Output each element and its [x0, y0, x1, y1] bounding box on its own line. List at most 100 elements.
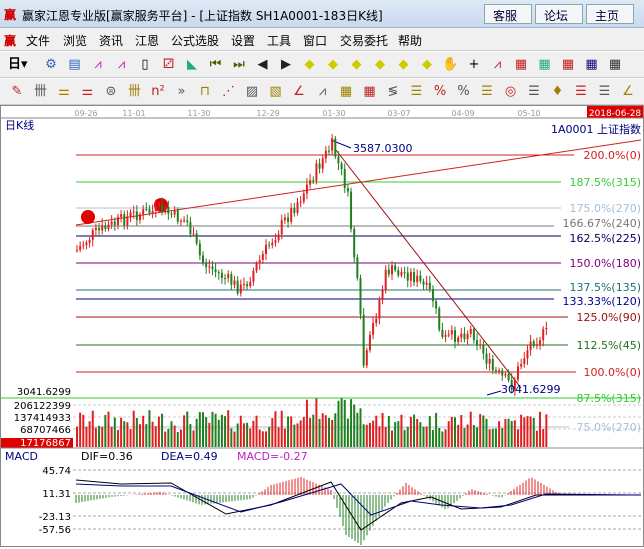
draw-tool-icon[interactable]: 卌 — [127, 84, 141, 99]
candle-body — [176, 209, 179, 222]
gann-icon[interactable]: ⚂ — [162, 57, 175, 72]
menu-formula[interactable]: 公式选股 — [171, 34, 220, 48]
symbol-label: 1A0001 上证指数 — [551, 122, 641, 136]
grid-icon[interactable]: ▦ — [538, 57, 551, 72]
candle-icon[interactable]: ▯ — [141, 57, 149, 72]
draw-tool-icon[interactable]: ≶ — [387, 84, 399, 99]
volume-bar — [513, 420, 516, 447]
candle-body — [76, 249, 78, 251]
volume-bar — [242, 423, 245, 447]
volume-bar — [170, 421, 173, 447]
hand-icon[interactable]: ✋ — [442, 57, 459, 72]
high-label: 3587.0300 — [353, 142, 413, 155]
draw-tool-icon[interactable]: ∠ — [293, 84, 305, 99]
volume-bar — [255, 415, 258, 447]
draw-tool-icon[interactable]: ☰ — [575, 84, 587, 99]
draw-tool-icon[interactable]: ☰ — [481, 84, 493, 99]
candle-body — [164, 206, 167, 213]
crosshair-icon[interactable]: + — [468, 57, 480, 72]
home-button[interactable]: 主页 — [586, 4, 634, 24]
menu-news[interactable]: 资讯 — [99, 34, 124, 48]
volume-bar — [394, 422, 397, 447]
draw-tool-icon[interactable]: ⚌ — [58, 84, 70, 99]
notes-icon[interactable]: ▦ — [608, 57, 622, 72]
volume-bar — [164, 431, 167, 447]
menu-tools[interactable]: 工具 — [267, 34, 292, 48]
draw-tool-icon[interactable]: ⩘ — [318, 84, 327, 99]
volume-bar — [526, 416, 529, 447]
draw-tool-icon[interactable]: ∠ — [622, 84, 634, 99]
draw-tool-icon[interactable]: 卌 — [33, 84, 47, 99]
draw-tool-icon[interactable]: ☰ — [528, 84, 540, 99]
volume-bar — [387, 415, 390, 447]
candle-body — [545, 327, 548, 330]
list-icon[interactable]: ▤ — [68, 57, 81, 72]
draw-tool-icon[interactable]: ☰ — [410, 84, 423, 99]
cycle-icon[interactable]: ▦ — [514, 57, 528, 72]
draw-tool-icon[interactable]: ☰ — [598, 84, 611, 99]
draw-tool-icon[interactable]: ⋰ — [222, 84, 235, 99]
draw-tool-icon[interactable]: ◎ — [504, 84, 517, 99]
last-icon[interactable]: ⏭ — [233, 57, 245, 72]
indicator-icon[interactable]: ⩘ — [94, 57, 102, 72]
draw-tool-icon[interactable]: » — [177, 84, 186, 99]
first-icon[interactable]: ⏮ — [209, 57, 222, 72]
line-icon[interactable]: ⩘ — [493, 57, 502, 72]
draw-tool-icon[interactable]: n² — [151, 84, 165, 99]
draw-tool-icon[interactable]: ⚌ — [81, 84, 94, 99]
next-icon[interactable]: ▶ — [281, 57, 291, 72]
draw-tool-icon[interactable]: ▦ — [363, 84, 376, 99]
volume-bar — [296, 423, 299, 447]
zoom-out-icon[interactable]: ◆ — [375, 57, 385, 72]
menu-settings[interactable]: 设置 — [231, 34, 256, 48]
chart-icon[interactable]: ⚙ — [45, 57, 57, 72]
draw-tool-icon[interactable]: ▧ — [269, 84, 282, 99]
menu-file[interactable]: 文件 — [26, 34, 51, 48]
triangle-icon[interactable]: ◣ — [187, 57, 197, 72]
volume-axis-label: 137414933 — [14, 413, 71, 424]
volume-bar — [239, 415, 242, 447]
volume-bar — [476, 427, 479, 447]
service-button[interactable]: 客服 — [484, 4, 532, 24]
shrink-icon[interactable]: ◆ — [422, 57, 432, 72]
volume-bar — [447, 421, 450, 447]
macd-axis-label: -23.13 — [39, 512, 71, 523]
candle-body — [387, 269, 390, 275]
date-label: 01-30 — [322, 109, 345, 118]
menu-help[interactable]: 帮助 — [398, 34, 423, 48]
volume-bar — [378, 426, 381, 447]
expand-icon[interactable]: ◆ — [398, 57, 409, 72]
trend-line-down — [335, 149, 522, 389]
zoom-right-icon[interactable]: ◆ — [328, 57, 338, 72]
forum-button[interactable]: 论坛 — [535, 4, 583, 24]
kline-chart[interactable]: 09-26 11-01 11-30 12-29 01-30 03-07 04-09 05-10… — [0, 105, 644, 547]
menu-window[interactable]: 窗口 — [303, 34, 328, 48]
draw-tool-icon[interactable]: ♦ — [551, 84, 564, 99]
panel-label: 日K线 — [5, 118, 34, 132]
draw-tool-icon[interactable]: ✎ — [11, 84, 23, 99]
volume-bar — [419, 422, 422, 447]
menu-trade[interactable]: 交易委托 — [340, 34, 389, 48]
volume-bar — [312, 414, 315, 447]
candle-body — [431, 289, 434, 302]
period-select[interactable]: 日▾ — [8, 57, 28, 72]
volume-bar — [299, 420, 302, 447]
menu-browse[interactable]: 浏览 — [63, 34, 88, 48]
calculator-icon[interactable]: ▦ — [585, 57, 598, 72]
draw-tool-icon[interactable]: % — [433, 84, 447, 99]
draw-tool-icon[interactable]: ⊓ — [199, 84, 211, 99]
zoom-in-icon[interactable]: ◆ — [351, 57, 362, 72]
zoom-left-icon[interactable]: ◆ — [304, 57, 315, 72]
prev-icon[interactable]: ◀ — [257, 57, 268, 72]
draw-tool-icon[interactable]: % — [457, 84, 470, 99]
indicator2-icon[interactable]: ⩘ — [117, 57, 126, 72]
calendar-icon[interactable]: ▦ — [561, 57, 575, 72]
candle-body — [217, 272, 220, 274]
candle-body — [101, 225, 104, 231]
draw-tool-icon[interactable]: ▦ — [339, 84, 353, 99]
menu-gann[interactable]: 江恩 — [135, 34, 160, 48]
candle-body — [447, 334, 450, 336]
draw-tool-icon[interactable]: ⊜ — [105, 84, 117, 99]
menu-bar: 赢 文件 浏览 资讯 江恩 公式选股 设置 工具 窗口 交易委托 帮助 — [0, 28, 644, 51]
draw-tool-icon[interactable]: ▨ — [245, 84, 259, 99]
